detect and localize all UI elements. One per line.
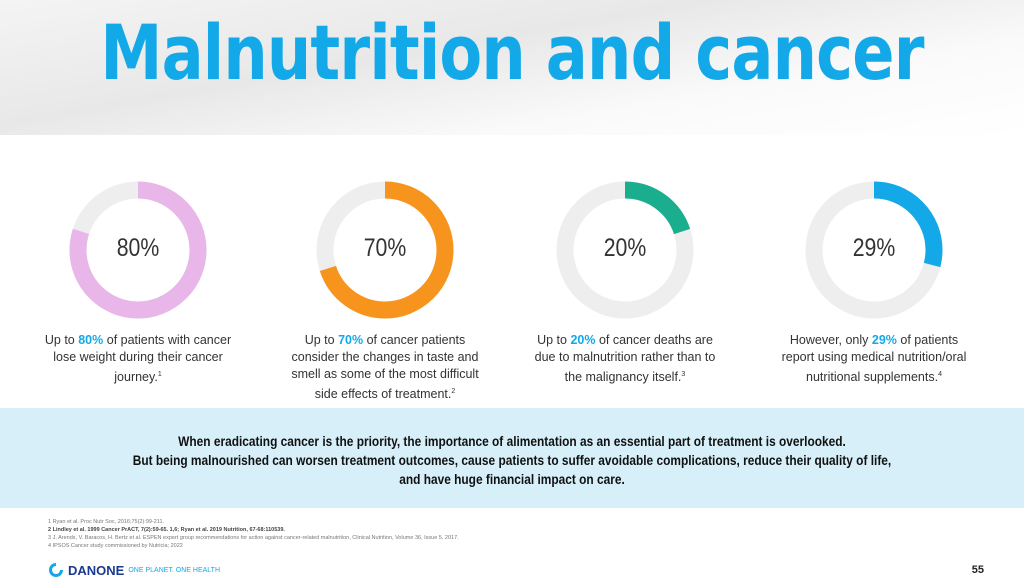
danone-logo-icon — [49, 563, 63, 577]
donut-70-percent: 70% — [315, 180, 455, 320]
donut-arc — [805, 181, 943, 319]
danone-logo: DANONE ONE PLANET. ONE HEALTH — [48, 562, 220, 578]
page-title: Malnutrition and cancer — [100, 8, 924, 97]
donut-arc — [556, 181, 694, 319]
key-message-banner: When eradicating cancer is the priority,… — [0, 408, 1024, 508]
logo-name: DANONE — [68, 562, 125, 578]
stat-description: However, only 29% of patients report usi… — [781, 333, 967, 385]
reference-2: 2 Lindley et al. 1999 Cancer PrACT, 7(2)… — [48, 527, 285, 533]
reference-3: 3 J. Arends, V. Baracos, H. Bertz et al.… — [48, 535, 459, 541]
stat-description: Up to 70% of cancer patients consider th… — [291, 333, 479, 402]
page-number: 55 — [971, 564, 984, 576]
hero-background — [0, 0, 1024, 135]
donut-29-percent: 29% — [804, 180, 944, 320]
donut-arc — [69, 181, 207, 319]
donut-80-percent: 80% — [68, 180, 208, 320]
banner-text: When eradicating cancer is the priority,… — [132, 433, 892, 487]
donut-value: 70% — [363, 234, 407, 262]
donut-value: 20% — [603, 234, 647, 262]
donut-20-percent: 20% — [555, 180, 695, 320]
reference-4: 4 IPSOS Cancer study commissioned by Nut… — [48, 543, 183, 549]
stat-description: Up to 20% of cancer deaths are due to ma… — [534, 333, 716, 385]
references: 1 Ryan et al. Proc Nutr Soc, 2016;75(2):… — [48, 518, 459, 550]
reference-1: 1 Ryan et al. Proc Nutr Soc, 2016;75(2):… — [48, 519, 165, 525]
donut-arc — [316, 181, 454, 319]
logo-tagline: ONE PLANET. ONE HEALTH — [128, 566, 221, 574]
stat-description: Up to 80% of patients with cancer lose w… — [44, 333, 232, 385]
donut-value: 80% — [116, 234, 160, 262]
donut-value: 29% — [852, 234, 896, 262]
